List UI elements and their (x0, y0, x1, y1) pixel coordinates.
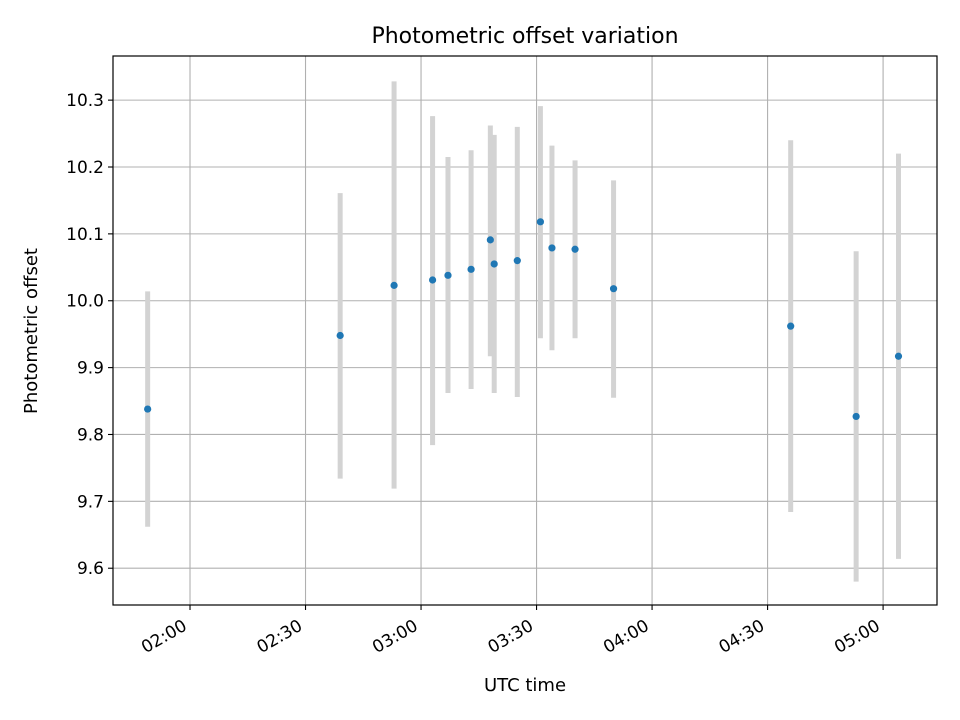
y-axis: 9.6 9.7 9.8 9.9 10.0 10.1 10.2 10.3 (66, 91, 113, 579)
y-tick-label: 10.1 (66, 225, 104, 245)
data-point (428, 276, 437, 284)
y-tick-label: 10.3 (66, 91, 104, 111)
y-tick-label: 9.8 (77, 425, 104, 445)
y-tick-label: 10.2 (66, 158, 104, 178)
y-axis-label: Photometric offset (21, 248, 42, 414)
y-tick-label: 10.0 (66, 292, 104, 312)
data-point (609, 285, 618, 293)
data-point (536, 218, 545, 226)
data-point (486, 236, 494, 244)
data-point (571, 245, 579, 253)
data-point (390, 281, 398, 289)
data-point (548, 244, 556, 252)
data-point (336, 331, 344, 340)
y-tick-label: 9.9 (77, 359, 104, 379)
data-point (444, 271, 452, 279)
plot-frame (112, 55, 938, 606)
x-axis-label: UTC time (484, 675, 566, 696)
data-point (894, 352, 903, 360)
data-point (513, 257, 521, 265)
chart-title: Photometric offset variation (371, 24, 678, 49)
data-point (144, 405, 152, 413)
data-point (787, 322, 795, 330)
data-point (467, 265, 475, 273)
grid (113, 56, 937, 605)
data-points (144, 218, 903, 421)
data-point (852, 412, 860, 421)
y-tick-label: 9.7 (77, 492, 104, 512)
y-tick-label: 9.6 (77, 559, 104, 579)
data-point (490, 260, 498, 268)
